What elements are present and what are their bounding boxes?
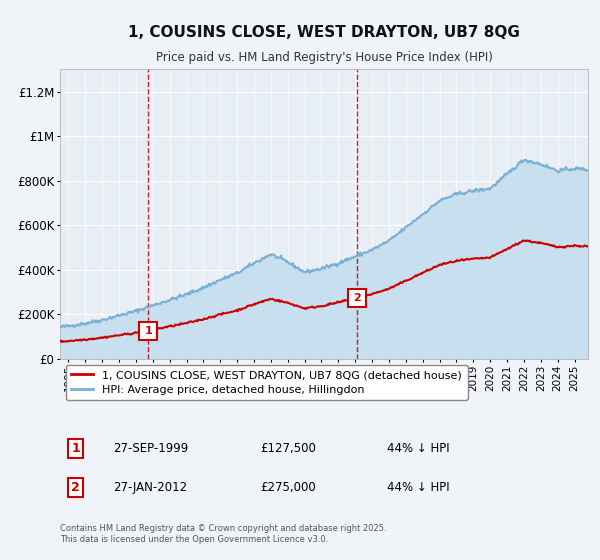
Text: 2: 2: [353, 293, 361, 303]
Text: 1, COUSINS CLOSE, WEST DRAYTON, UB7 8QG: 1, COUSINS CLOSE, WEST DRAYTON, UB7 8QG: [128, 25, 520, 40]
Text: 44% ↓ HPI: 44% ↓ HPI: [388, 442, 450, 455]
Text: Contains HM Land Registry data © Crown copyright and database right 2025.
This d: Contains HM Land Registry data © Crown c…: [60, 524, 386, 544]
Text: 27-SEP-1999: 27-SEP-1999: [113, 442, 188, 455]
Text: 1: 1: [145, 325, 152, 335]
Text: £275,000: £275,000: [260, 481, 316, 494]
Text: 27-JAN-2012: 27-JAN-2012: [113, 481, 187, 494]
Text: 2: 2: [71, 481, 80, 494]
Text: 1: 1: [71, 442, 80, 455]
Text: 44% ↓ HPI: 44% ↓ HPI: [388, 481, 450, 494]
Legend: 1, COUSINS CLOSE, WEST DRAYTON, UB7 8QG (detached house), HPI: Average price, de: 1, COUSINS CLOSE, WEST DRAYTON, UB7 8QG …: [65, 365, 467, 400]
Text: Price paid vs. HM Land Registry's House Price Index (HPI): Price paid vs. HM Land Registry's House …: [155, 51, 493, 64]
Text: £127,500: £127,500: [260, 442, 317, 455]
